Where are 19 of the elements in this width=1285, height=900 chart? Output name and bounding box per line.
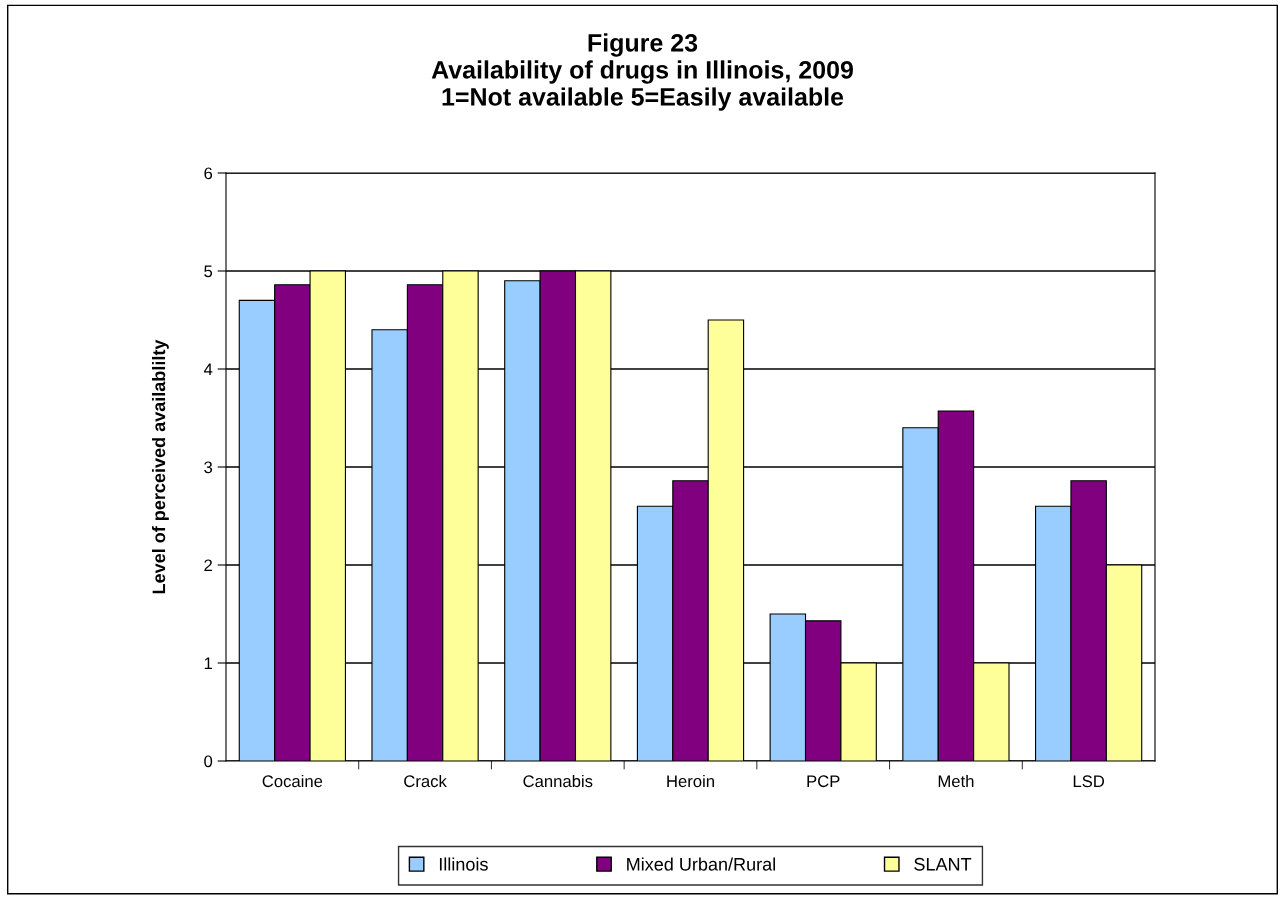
x-tick-label: PCP <box>807 775 840 788</box>
legend-label: Mixed Urban/Rural <box>627 857 775 871</box>
legend-label: Illinois <box>439 857 488 871</box>
y-axis-title: Level of perceived availablilty <box>151 339 169 594</box>
y-tick-label: 3 <box>204 461 213 474</box>
x-tick-label: Heroin <box>667 774 714 788</box>
y-tick-label: 4 <box>203 363 213 376</box>
x-tick-label: Cocaine <box>262 774 323 788</box>
x-tick-label: Crack <box>404 774 447 788</box>
y-tick-label: 1 <box>204 657 212 670</box>
y-tick-label: 0 <box>204 755 213 768</box>
legend-label: SLANT <box>914 857 972 871</box>
x-tick-label: Meth <box>938 774 974 788</box>
y-tick-label: 5 <box>204 265 213 278</box>
y-tick-label: 6 <box>204 167 213 180</box>
chart-title: Figure 23 Availability of drugs in Illinois, 2009 1=Not available 5=Easily available <box>431 33 853 111</box>
x-tick-label: LSD <box>1073 775 1105 788</box>
x-tick-label: Cannabis <box>523 774 593 788</box>
y-tick-label: 2 <box>204 559 212 572</box>
